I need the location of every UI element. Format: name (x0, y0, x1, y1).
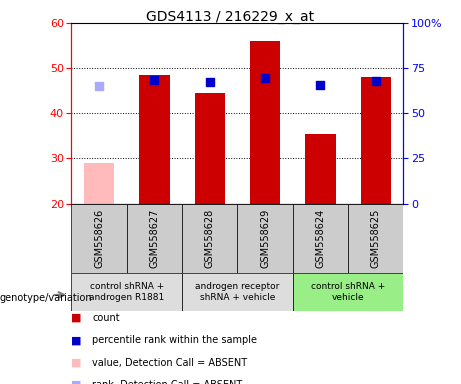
Text: ■: ■ (71, 313, 82, 323)
Bar (182, 273, 293, 311)
Bar (139, 75, 170, 204)
Bar (71, 204, 127, 273)
Point (151, 77, 158, 83)
Point (317, 82, 324, 88)
Text: GSM558625: GSM558625 (371, 209, 381, 268)
Bar (195, 93, 225, 204)
Text: ■: ■ (71, 358, 82, 367)
Text: GSM558624: GSM558624 (315, 209, 325, 268)
Bar (84, 163, 114, 204)
Text: value, Detection Call = ABSENT: value, Detection Call = ABSENT (92, 358, 247, 367)
Text: percentile rank within the sample: percentile rank within the sample (92, 335, 257, 345)
Bar (237, 204, 293, 273)
Point (261, 75, 269, 81)
Text: ■: ■ (71, 335, 82, 345)
Bar (348, 204, 403, 273)
Bar (361, 77, 391, 204)
Text: control shRNA +
androgen R1881: control shRNA + androgen R1881 (89, 282, 165, 301)
Text: GSM558627: GSM558627 (149, 209, 160, 268)
Bar (293, 204, 348, 273)
Text: ■: ■ (71, 380, 82, 384)
Text: rank, Detection Call = ABSENT: rank, Detection Call = ABSENT (92, 380, 242, 384)
Text: genotype/variation: genotype/variation (0, 293, 93, 303)
Bar (250, 41, 280, 204)
Text: GDS4113 / 216229_x_at: GDS4113 / 216229_x_at (147, 10, 314, 23)
Text: androgen receptor
shRNA + vehicle: androgen receptor shRNA + vehicle (195, 282, 280, 301)
Bar (293, 273, 403, 311)
Text: GSM558626: GSM558626 (94, 209, 104, 268)
Point (372, 78, 379, 84)
Bar (182, 204, 237, 273)
Bar (305, 134, 336, 204)
Text: count: count (92, 313, 120, 323)
Text: control shRNA +
vehicle: control shRNA + vehicle (311, 282, 385, 301)
Point (95, 83, 103, 89)
Text: GSM558628: GSM558628 (205, 209, 215, 268)
Point (206, 79, 213, 85)
Bar (71, 273, 182, 311)
Bar (127, 204, 182, 273)
Text: GSM558629: GSM558629 (260, 209, 270, 268)
